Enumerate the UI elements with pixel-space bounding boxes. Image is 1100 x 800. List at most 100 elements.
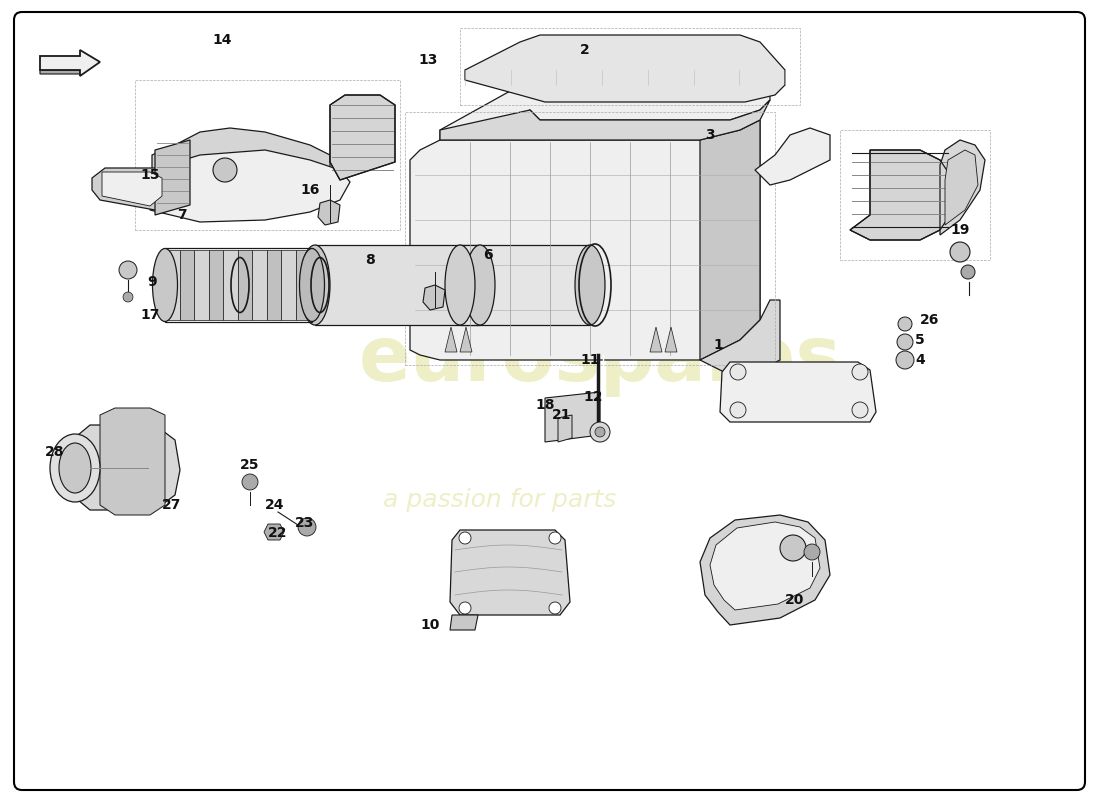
Polygon shape [945, 150, 978, 225]
Circle shape [549, 602, 561, 614]
Polygon shape [264, 524, 284, 540]
Polygon shape [700, 120, 760, 360]
Circle shape [961, 265, 975, 279]
Polygon shape [850, 150, 950, 240]
Ellipse shape [465, 245, 495, 325]
Text: 4: 4 [915, 353, 925, 367]
Text: 9: 9 [147, 275, 157, 289]
Text: 24: 24 [265, 498, 285, 512]
Text: 17: 17 [141, 308, 160, 322]
Text: 27: 27 [163, 498, 182, 512]
Polygon shape [940, 140, 984, 235]
Polygon shape [40, 70, 85, 74]
Circle shape [298, 518, 316, 536]
Text: 7: 7 [177, 208, 187, 222]
Text: 14: 14 [212, 33, 232, 47]
Polygon shape [68, 425, 180, 510]
Polygon shape [544, 392, 600, 442]
Ellipse shape [59, 443, 91, 493]
Text: 18: 18 [536, 398, 554, 412]
Polygon shape [155, 140, 190, 215]
Polygon shape [720, 362, 876, 422]
Ellipse shape [299, 249, 324, 322]
Polygon shape [102, 172, 162, 206]
Circle shape [896, 351, 914, 369]
Text: 5: 5 [915, 333, 925, 347]
Circle shape [459, 532, 471, 544]
Ellipse shape [300, 245, 330, 325]
Circle shape [242, 474, 258, 490]
Ellipse shape [50, 434, 100, 502]
Circle shape [549, 532, 561, 544]
Polygon shape [700, 300, 780, 380]
Polygon shape [318, 200, 340, 225]
Text: 26: 26 [921, 313, 939, 327]
Polygon shape [179, 250, 194, 320]
Polygon shape [100, 408, 165, 515]
Text: 21: 21 [552, 408, 572, 422]
Polygon shape [296, 250, 310, 320]
Polygon shape [223, 250, 238, 320]
Polygon shape [150, 150, 350, 222]
Circle shape [119, 261, 138, 279]
Ellipse shape [446, 245, 475, 325]
Polygon shape [700, 515, 830, 625]
Polygon shape [666, 327, 676, 352]
Text: 1: 1 [713, 338, 723, 352]
Text: 8: 8 [365, 253, 375, 267]
Text: 11: 11 [581, 353, 600, 367]
Circle shape [595, 427, 605, 437]
Polygon shape [165, 250, 179, 320]
Text: 23: 23 [295, 516, 315, 530]
Text: 2: 2 [580, 43, 590, 57]
Polygon shape [450, 615, 478, 630]
Polygon shape [440, 42, 770, 150]
Polygon shape [446, 327, 456, 352]
Text: eurospares: eurospares [359, 323, 842, 397]
Circle shape [950, 242, 970, 262]
Circle shape [730, 402, 746, 418]
Polygon shape [40, 50, 100, 76]
Circle shape [590, 422, 610, 442]
Circle shape [896, 334, 913, 350]
Polygon shape [280, 250, 296, 320]
Circle shape [852, 402, 868, 418]
Polygon shape [460, 245, 590, 325]
Text: 25: 25 [240, 458, 260, 472]
Polygon shape [450, 530, 570, 615]
Polygon shape [92, 168, 175, 210]
Text: 13: 13 [418, 53, 438, 67]
Polygon shape [410, 120, 760, 360]
Polygon shape [266, 250, 280, 320]
Polygon shape [710, 522, 820, 610]
Polygon shape [194, 250, 209, 320]
FancyBboxPatch shape [14, 12, 1085, 790]
Polygon shape [558, 415, 572, 442]
Circle shape [804, 544, 820, 560]
Text: 6: 6 [483, 248, 493, 262]
Text: 10: 10 [420, 618, 440, 632]
Polygon shape [152, 128, 330, 195]
Text: 3: 3 [705, 128, 715, 142]
Polygon shape [238, 250, 252, 320]
Polygon shape [650, 327, 662, 352]
Polygon shape [465, 35, 785, 102]
Text: 19: 19 [950, 223, 970, 237]
Text: 16: 16 [300, 183, 320, 197]
Circle shape [780, 535, 806, 561]
Polygon shape [755, 128, 830, 185]
Text: a passion for parts: a passion for parts [384, 488, 617, 512]
Polygon shape [252, 250, 266, 320]
Circle shape [459, 602, 471, 614]
Circle shape [123, 292, 133, 302]
Polygon shape [315, 245, 480, 325]
Text: 28: 28 [45, 445, 65, 459]
Circle shape [213, 158, 236, 182]
Polygon shape [424, 285, 446, 310]
Text: 15: 15 [141, 168, 160, 182]
Polygon shape [330, 95, 395, 180]
Polygon shape [460, 327, 472, 352]
Polygon shape [209, 250, 223, 320]
Circle shape [898, 317, 912, 331]
Text: 12: 12 [583, 390, 603, 404]
